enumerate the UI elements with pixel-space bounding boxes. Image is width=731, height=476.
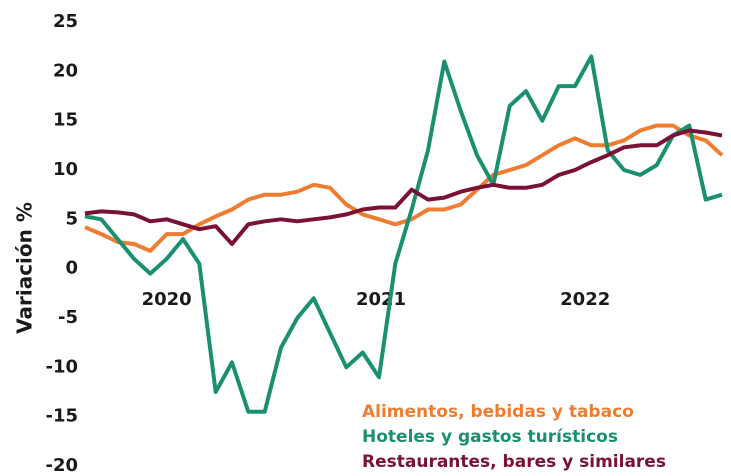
y-tick-label: 20	[53, 60, 78, 81]
y-tick-label: -5	[58, 307, 78, 328]
y-tick-label: 25	[53, 11, 78, 32]
x-tick-label: 2022	[560, 289, 610, 310]
y-tick-label: 15	[53, 110, 78, 131]
legend-entry: Restaurantes, bares y similares	[362, 452, 666, 472]
legend-entry: Alimentos, bebidas y tabaco	[362, 402, 634, 422]
y-tick-label: -15	[45, 406, 78, 427]
x-tick-label: 2021	[356, 289, 406, 310]
x-tick-label: 2020	[142, 289, 192, 310]
y-tick-label: 5	[65, 208, 78, 229]
y-tick-label: 0	[65, 258, 78, 279]
y-tick-label: -20	[45, 455, 78, 476]
y-tick-label: -10	[45, 356, 78, 377]
y-axis-label: Variación %	[13, 202, 37, 334]
line-series	[84, 128, 723, 246]
line-series	[84, 54, 723, 414]
line-series	[84, 123, 724, 253]
y-tick-label: 10	[53, 159, 78, 180]
legend-entry: Hoteles y gastos turísticos	[362, 427, 618, 447]
